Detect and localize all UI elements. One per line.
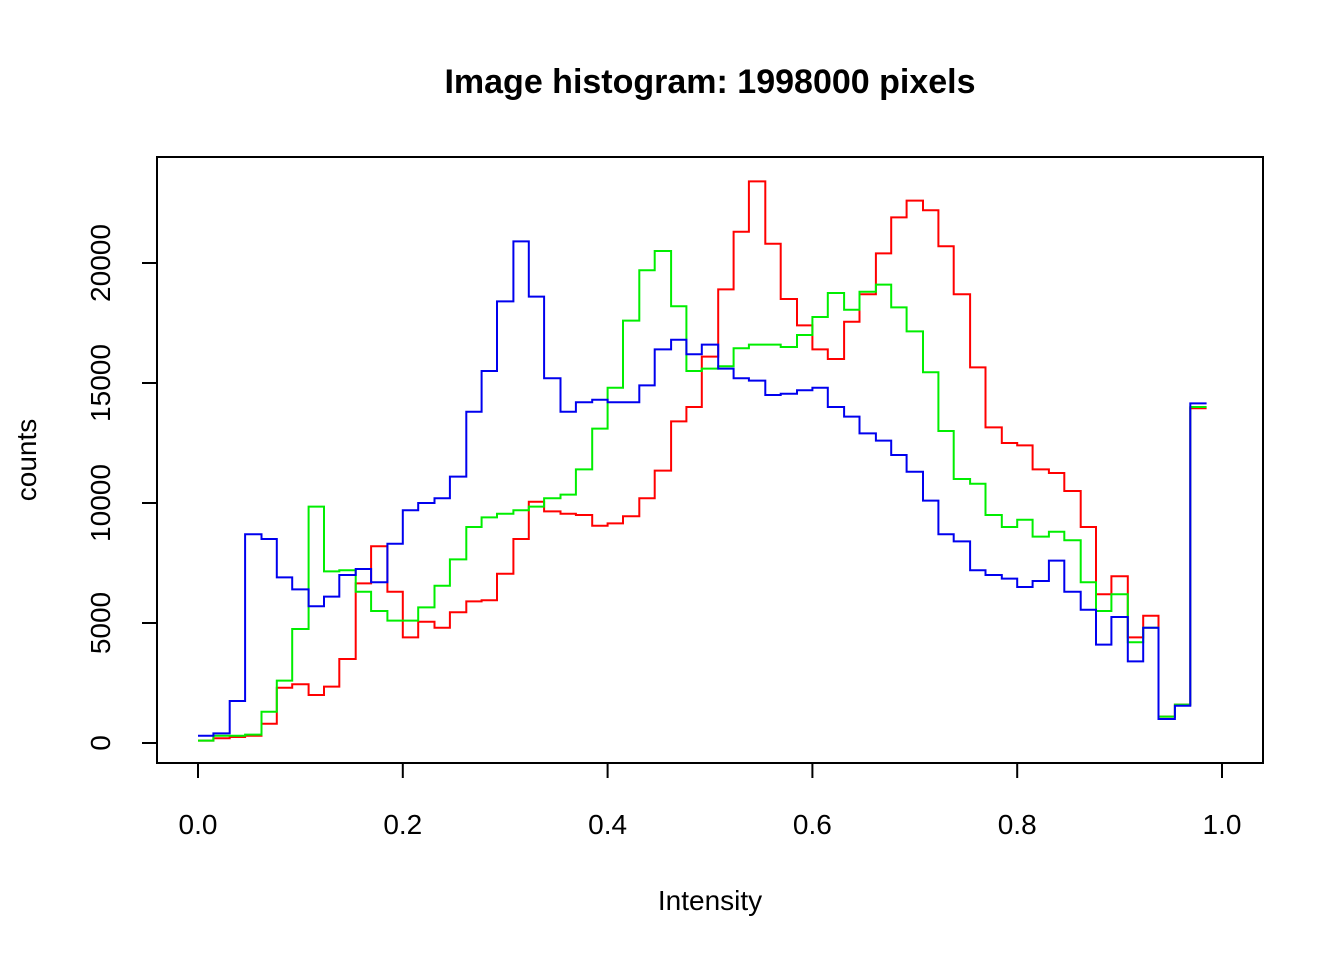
y-tick-label: 0	[85, 735, 116, 751]
y-axis-label: counts	[11, 419, 42, 502]
x-tick-label: 1.0	[1203, 809, 1242, 840]
chart-title: Image histogram: 1998000 pixels	[444, 63, 975, 101]
histogram-series-2	[198, 250, 1207, 742]
y-tick-label: 10000	[85, 464, 116, 542]
x-tick-label: 0.0	[179, 809, 218, 840]
histogram-series-3	[198, 240, 1207, 737]
y-tick-label: 15000	[85, 344, 116, 422]
x-axis-label: Intensity	[658, 885, 762, 916]
x-axis-ticks: 0.0 0.2 0.4 0.6 0.8 1.0	[179, 763, 1242, 840]
x-tick-label: 0.2	[383, 809, 422, 840]
y-axis: 0 5000 10000 15000 20000	[85, 224, 158, 751]
series-layer	[198, 180, 1207, 742]
y-tick-label: 5000	[85, 592, 116, 654]
y-axis-ticks: 0 5000 10000 15000 20000	[85, 224, 157, 751]
y-tick-label: 20000	[85, 224, 116, 302]
x-tick-label: 0.8	[998, 809, 1037, 840]
x-axis: 0.0 0.2 0.4 0.6 0.8 1.0	[179, 762, 1242, 840]
x-tick-label: 0.4	[588, 809, 627, 840]
x-tick-label: 0.6	[793, 809, 832, 840]
